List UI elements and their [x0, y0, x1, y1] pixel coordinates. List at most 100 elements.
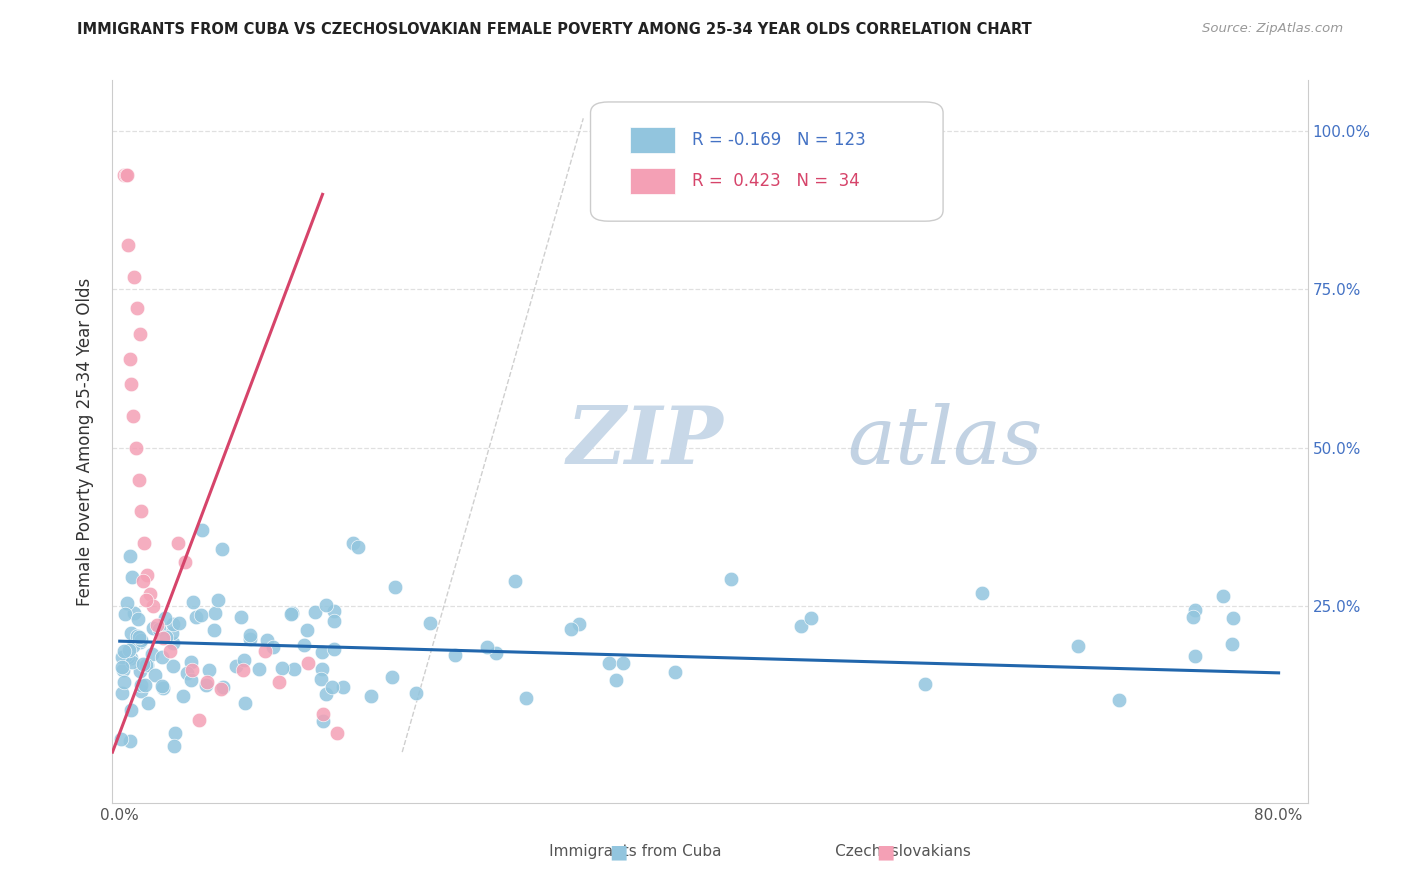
Point [262, 640, 284, 654]
Text: Source: ZipAtlas.com: Source: ZipAtlas.com [1202, 22, 1343, 36]
Point [148, 623, 170, 637]
Point [112, 644, 135, 658]
Point [485, 646, 508, 660]
Point [180, 673, 202, 687]
Point [342, 536, 364, 550]
Point [384, 580, 406, 594]
Point [127, 301, 149, 316]
Point [132, 574, 155, 588]
Point [315, 687, 337, 701]
Point [115, 169, 138, 183]
Point [125, 630, 148, 644]
Point [209, 681, 232, 696]
Point [114, 169, 136, 183]
Point [202, 623, 225, 637]
Point [515, 691, 537, 706]
Point [121, 703, 143, 717]
Point [111, 686, 134, 700]
Point [155, 631, 177, 645]
Point [112, 675, 135, 690]
Point [117, 643, 139, 657]
Text: R =  0.423   N =  34: R = 0.423 N = 34 [692, 172, 860, 190]
Point [176, 665, 198, 680]
Point [121, 569, 143, 583]
Point [233, 696, 256, 710]
Point [1222, 611, 1244, 625]
Point [312, 714, 335, 728]
Point [120, 377, 142, 392]
Point [598, 656, 620, 670]
Point [1184, 648, 1206, 663]
Point [180, 655, 202, 669]
Text: ZIP: ZIP [567, 403, 724, 480]
Point [150, 679, 173, 693]
Point [120, 625, 142, 640]
Point [295, 624, 318, 638]
Point [568, 617, 591, 632]
Point [129, 678, 152, 692]
Point [800, 611, 823, 625]
Point [131, 504, 153, 518]
Point [283, 662, 305, 676]
Point [271, 661, 294, 675]
Point [1108, 692, 1130, 706]
Point [112, 663, 135, 677]
Point [297, 657, 319, 671]
FancyBboxPatch shape [630, 169, 675, 194]
Y-axis label: Female Poverty Among 25-34 Year Olds: Female Poverty Among 25-34 Year Olds [76, 277, 94, 606]
Point [664, 665, 686, 680]
Point [122, 606, 145, 620]
Point [142, 621, 165, 635]
Point [181, 663, 204, 677]
Point [204, 606, 226, 620]
Point [141, 647, 163, 661]
Point [321, 681, 343, 695]
Point [247, 662, 270, 676]
Point [1067, 639, 1090, 653]
Point [129, 684, 152, 698]
Point [152, 631, 174, 645]
Point [211, 542, 233, 557]
Point [142, 599, 165, 614]
Point [129, 326, 152, 341]
Point [311, 662, 333, 676]
Point [162, 635, 184, 649]
Point [315, 598, 337, 612]
Point [239, 632, 262, 647]
Point [311, 645, 333, 659]
Point [720, 572, 742, 586]
Point [117, 596, 139, 610]
Point [190, 607, 212, 622]
Point [253, 643, 276, 657]
Point [131, 657, 153, 671]
Text: IMMIGRANTS FROM CUBA VS CZECHOSLOVAKIAN FEMALE POVERTY AMONG 25-34 YEAR OLDS COR: IMMIGRANTS FROM CUBA VS CZECHOSLOVAKIAN … [77, 22, 1032, 37]
Point [153, 611, 176, 625]
Point [146, 618, 169, 632]
Point [304, 606, 326, 620]
Point [972, 586, 994, 600]
Point [111, 649, 134, 664]
Point [128, 664, 150, 678]
Point [139, 587, 162, 601]
Point [212, 680, 235, 694]
Point [323, 615, 346, 629]
Point [1184, 603, 1206, 617]
Point [131, 633, 153, 648]
Point [181, 595, 204, 609]
Point [159, 643, 181, 657]
Point [128, 473, 150, 487]
Text: ■: ■ [609, 842, 628, 862]
Point [560, 622, 582, 636]
Point [112, 169, 135, 183]
Point [323, 642, 346, 657]
Point [232, 663, 254, 677]
Point [150, 650, 173, 665]
Point [444, 648, 467, 662]
Point [118, 734, 141, 748]
Point [207, 593, 229, 607]
Point [225, 659, 247, 673]
Point [229, 610, 252, 624]
Point [163, 739, 186, 753]
Point [135, 658, 157, 673]
Point [311, 707, 333, 722]
